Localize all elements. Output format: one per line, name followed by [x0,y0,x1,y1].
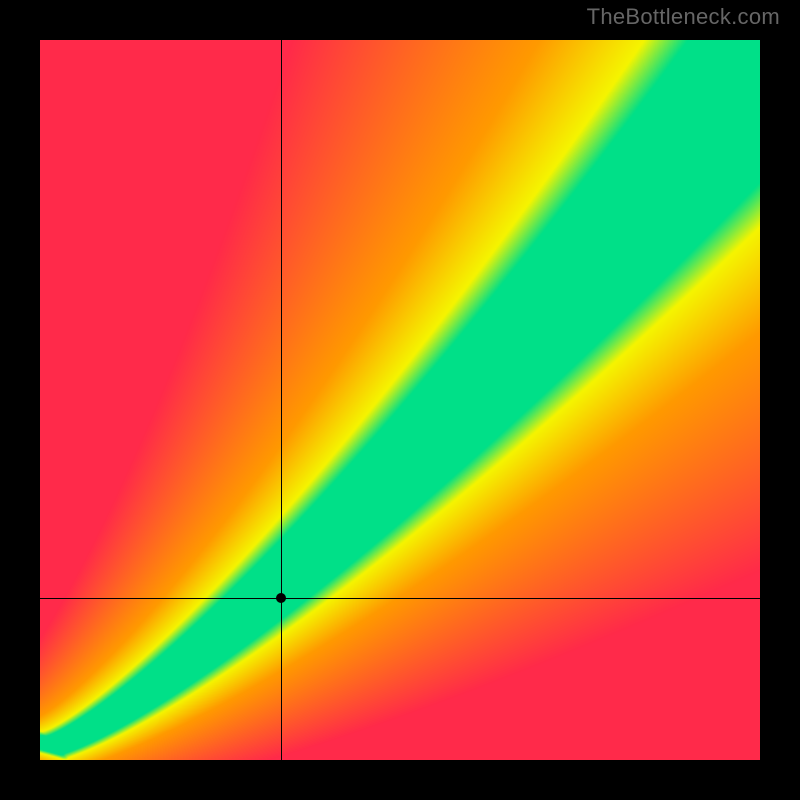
watermark-text: TheBottleneck.com [587,4,780,30]
crosshair-marker [276,593,286,603]
chart-container: TheBottleneck.com [0,0,800,800]
plot-area [40,40,760,760]
crosshair-horizontal [40,598,760,599]
heatmap-canvas [40,40,760,760]
crosshair-vertical [281,40,282,760]
